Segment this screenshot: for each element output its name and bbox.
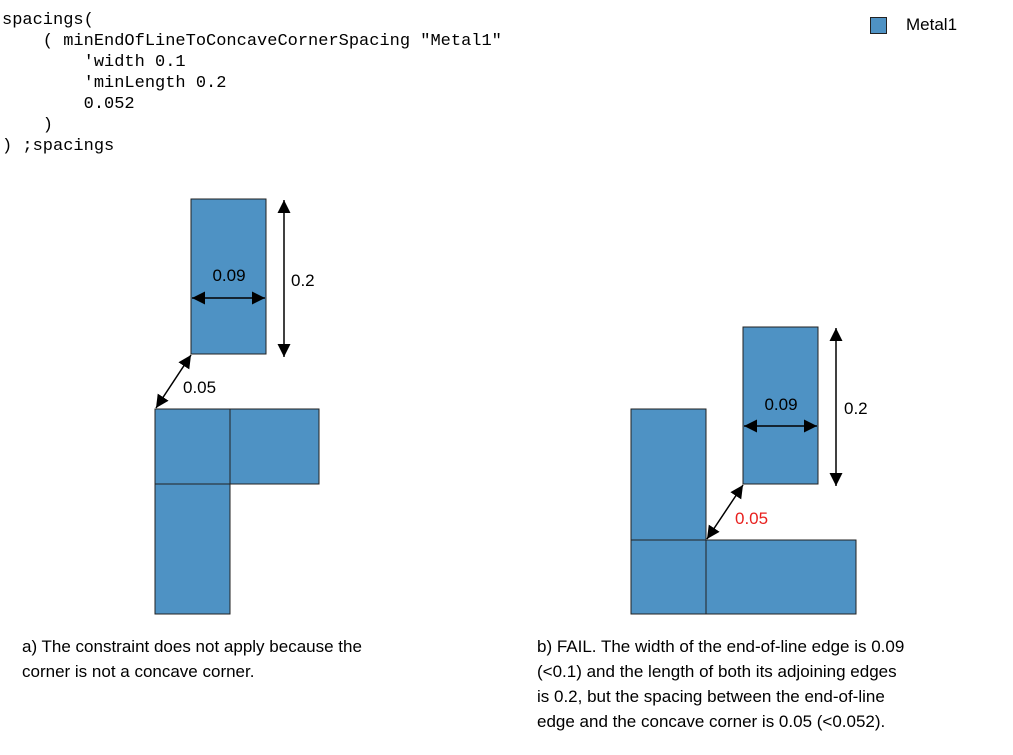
end-of-line-shape	[190, 198, 267, 355]
code-line: )	[2, 116, 54, 135]
length-label: 0.2	[844, 399, 868, 418]
width-label: 0.09	[764, 395, 797, 414]
metal-block-top	[630, 408, 707, 541]
caption-b: b) FAIL. The width of the end-of-line ed…	[537, 634, 904, 734]
spacing-arrow	[155, 354, 192, 409]
code-line: spacings(	[2, 11, 94, 30]
code-line: 'minLength 0.2	[2, 74, 227, 93]
metal-block-right	[229, 408, 320, 485]
caption-line: is 0.2, but the spacing between the end-…	[537, 687, 885, 706]
code-line: ( minEndOfLineToConcaveCornerSpacing "Me…	[2, 32, 502, 51]
caption-line: a) The constraint does not apply because…	[22, 637, 362, 656]
metal-block-bottom	[154, 483, 231, 615]
end-of-line-shape	[742, 326, 819, 485]
caption-line: corner is not a concave corner.	[22, 662, 255, 681]
width-label: 0.09	[212, 266, 245, 285]
length-label: 0.2	[291, 271, 315, 290]
legend-swatch	[870, 16, 887, 34]
code-line: ) ;spacings	[2, 137, 115, 156]
legend: Metal1	[870, 15, 957, 35]
spacing-label: 0.05	[183, 378, 216, 397]
diagram-a: 0.09 0.2 0.05	[154, 198, 320, 615]
code-line: 'width 0.1	[2, 53, 186, 72]
spacing-label-fail: 0.05	[735, 509, 768, 528]
code-line: 0.052	[2, 95, 135, 114]
metal-block-corner	[630, 539, 707, 615]
metal-block-right	[705, 539, 857, 615]
caption-line: edge and the concave corner is 0.05 (<0.…	[537, 712, 886, 731]
caption-line: (<0.1) and the length of both its adjoin…	[537, 662, 897, 681]
spacing-arrow	[706, 484, 744, 540]
caption-a: a) The constraint does not apply because…	[22, 634, 362, 684]
caption-line: b) FAIL. The width of the end-of-line ed…	[537, 637, 905, 656]
metal-block-corner	[154, 408, 231, 485]
legend-label: Metal1	[906, 15, 958, 34]
constraint-code: spacings( ( minEndOfLineToConcaveCornerS…	[2, 10, 502, 157]
diagram-b: 0.09 0.2 0.05	[630, 326, 868, 615]
